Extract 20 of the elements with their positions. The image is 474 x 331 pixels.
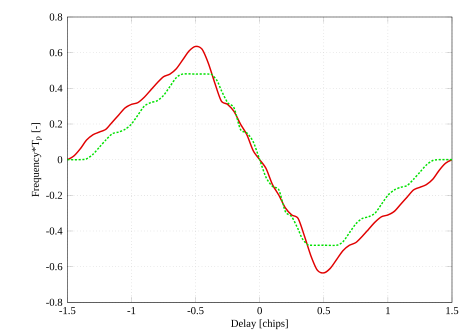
x-axis-title: Delay [chips] [231,319,288,330]
y-tick-label: 0 [58,156,62,164]
x-tick-label: 1.5 [446,307,458,314]
x-tick-label: -1.5 [59,307,76,314]
y-tick-label: 0.6 [50,49,62,56]
x-tick-label: 1 [386,307,390,314]
y-tick-label: -0.6 [46,263,62,270]
line-series [67,46,452,274]
y-tick-label: 0.8 [50,13,62,21]
x-tick-label: -1 [127,307,136,314]
y-axis-title: Frequency*T$_{p}$ [-] [31,123,42,197]
y-tick-label: 0.2 [50,120,62,128]
x-tick-label: 0.5 [318,307,330,314]
y-tick-label: -0.4 [46,227,62,235]
line-series [67,73,452,246]
y-tick-label: -0.8 [46,298,62,306]
x-tick-label: -0.5 [188,307,204,314]
x-tick-label: 0 [257,307,262,314]
y-tick-label: -0.2 [46,192,62,199]
y-tick-label: 0.4 [50,84,62,92]
